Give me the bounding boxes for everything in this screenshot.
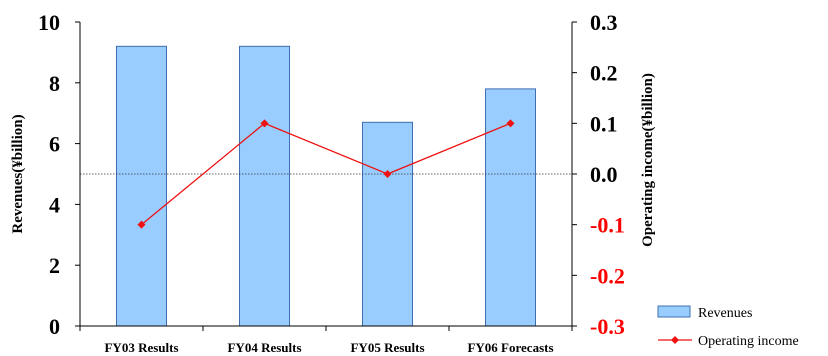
legend-label-revenues: Revenues <box>698 306 752 321</box>
bar-revenues-2 <box>362 121 413 327</box>
left-tick-label-0: 0 <box>49 314 60 339</box>
left-tick-label-5: 10 <box>38 10 60 35</box>
legend-swatch-operating-income-marker <box>671 336 679 344</box>
marker-operating-income-2 <box>383 170 392 178</box>
x-tick-label-0: FY03 Results <box>104 340 178 355</box>
left-tick-label-4: 8 <box>49 71 60 96</box>
left-tick-label-2: 4 <box>49 192 60 217</box>
left-tick-label-3: 6 <box>49 132 60 157</box>
marker-operating-income-0 <box>137 220 146 229</box>
right-tick-label-3: 0.0 <box>590 162 618 187</box>
right-tick-label-4: -0.1 <box>590 213 625 238</box>
legend: Revenues Operating income <box>657 305 799 349</box>
bar-revenues-3 <box>485 88 536 327</box>
left-axis-title: Revenues(¥billion) <box>10 114 26 233</box>
right-tick-label-6: -0.3 <box>590 314 625 339</box>
bar-revenues-0 <box>116 45 167 327</box>
line-operating-income <box>141 122 511 226</box>
plot-area: 0 2 4 6 8 10 0.3 0.2 0.1 0.0 -0.1 -0.2 -0.3 FY03 Resu… <box>38 10 625 355</box>
legend-label-operating-income: Operating income <box>698 334 799 349</box>
legend-swatch-revenues <box>657 305 691 318</box>
right-tick-label-2: 0.1 <box>590 111 618 136</box>
x-tick-label-1: FY04 Results <box>227 340 301 355</box>
x-tick-label-3: FY06 Forecasts <box>467 340 553 355</box>
bar-revenues-1 <box>239 45 290 327</box>
x-tick-label-2: FY05 Results <box>350 340 424 355</box>
right-tick-label-0: 0.3 <box>590 10 618 35</box>
right-tick-label-1: 0.2 <box>590 61 618 86</box>
right-tick-label-5: -0.2 <box>590 263 625 288</box>
marker-operating-income-3 <box>506 119 515 128</box>
left-tick-label-1: 2 <box>49 253 60 278</box>
right-axis-title: Operating income(¥billion) <box>640 73 656 247</box>
marker-operating-income-1 <box>260 119 269 128</box>
